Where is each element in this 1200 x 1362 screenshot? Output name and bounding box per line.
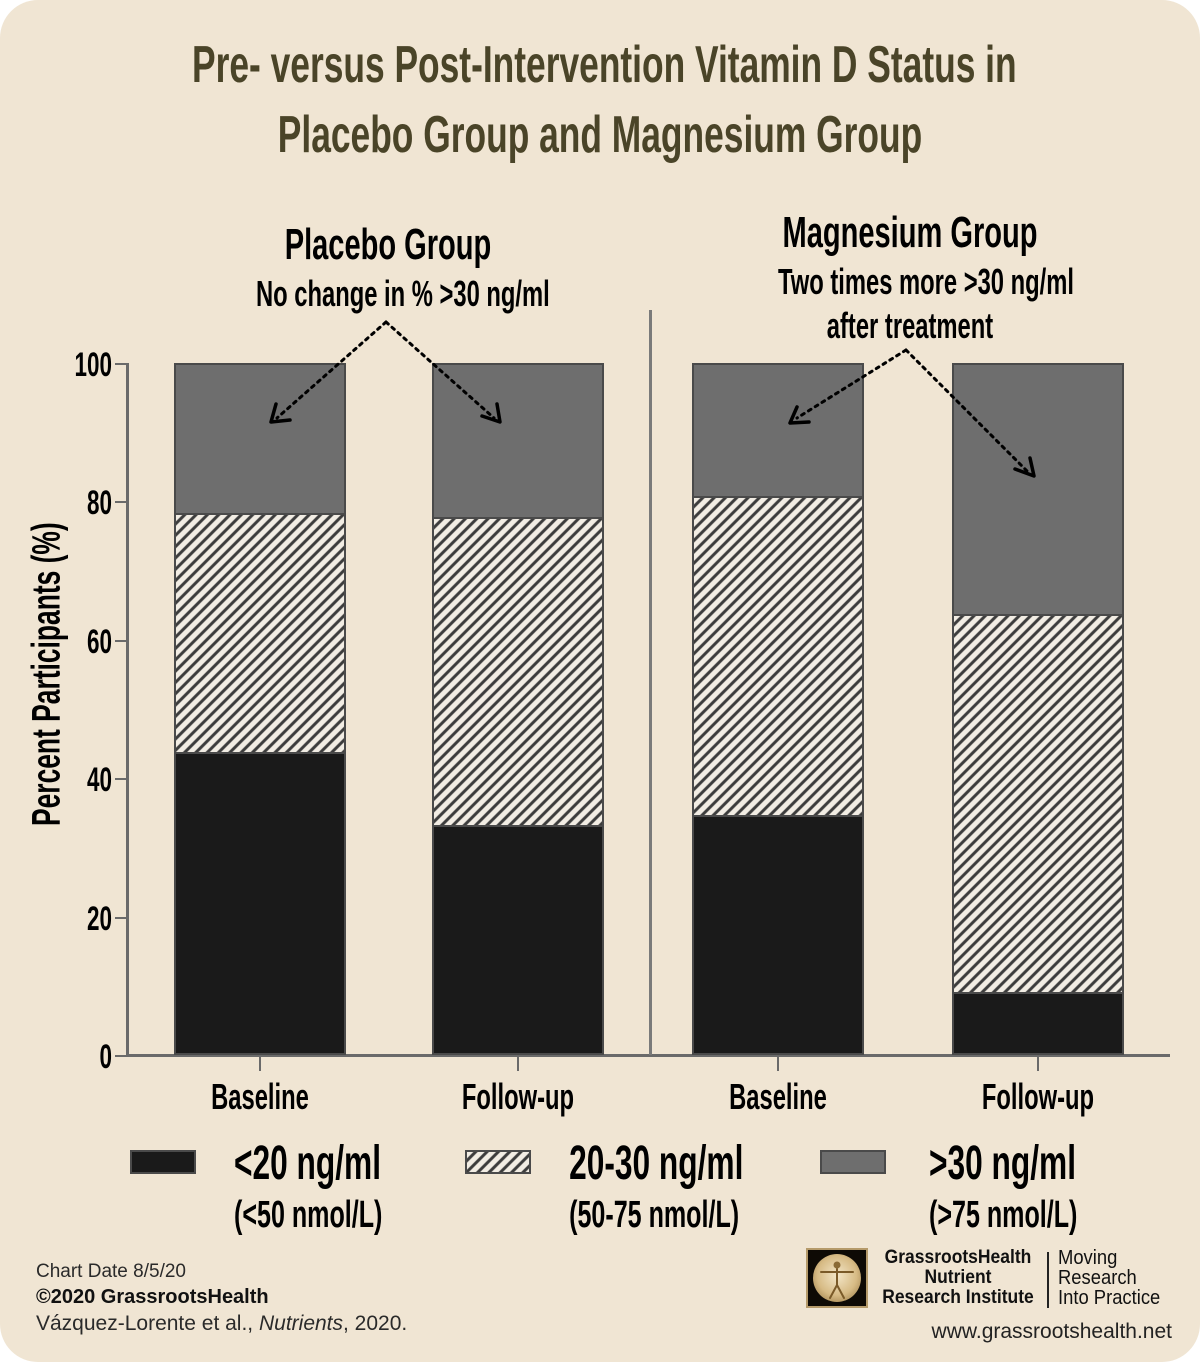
legend-label: <20 ng/ml [234, 1137, 382, 1190]
x-axis-line [126, 1054, 1170, 1057]
y-tick-mark [115, 917, 127, 919]
magnesium-group-header: Magnesium Group Two times more >30 ng/ml… [778, 206, 1074, 348]
legend-item-20-30: 20-30 ng/ml (50-75 nmol/L) [569, 1136, 744, 1238]
segment-above-30 [432, 363, 604, 519]
group-divider [649, 310, 652, 1055]
legend-sublabel: (50-75 nmol/L) [569, 1194, 740, 1236]
x-tick-mark [1037, 1057, 1039, 1071]
website-link[interactable]: www.grassrootshealth.net [931, 1320, 1172, 1343]
bar-magnesium-baseline [692, 363, 864, 1055]
y-tick-0: 0 [99, 1038, 112, 1076]
legend-item-above-30: >30 ng/ml (>75 nmol/L) [929, 1136, 1078, 1238]
y-tick-mark [115, 501, 127, 503]
segment-below-20 [952, 992, 1124, 1055]
chart-title: Pre- versus Post-Intervention Vitamin D … [192, 30, 1017, 170]
tagline: Moving Research Into Practice [1058, 1247, 1161, 1309]
segment-20-30 [432, 517, 604, 827]
footer-credits: Chart Date 8/5/20 ©2020 GrassrootsHealth… [36, 1260, 407, 1338]
placebo-group-header: Placebo Group No change in % >30 ng/ml [256, 218, 550, 316]
y-tick-20: 20 [87, 900, 112, 938]
institute-name: GrassrootsHealth Nutrient Research Insti… [882, 1247, 1034, 1308]
segment-20-30 [174, 513, 346, 754]
segment-20-30 [692, 496, 864, 817]
legend-sublabel: (>75 nmol/L) [929, 1194, 1078, 1236]
x-tick-mark [517, 1057, 519, 1071]
segment-below-20 [174, 752, 346, 1055]
vitruvian-man-logo-icon [806, 1248, 868, 1308]
x-tick-mark [259, 1057, 261, 1071]
x-tick-mark [777, 1057, 779, 1071]
citation: Vázquez-Lorente et al., Nutrients, 2020. [36, 1312, 408, 1335]
segment-above-30 [692, 363, 864, 498]
copyright: ©2020 GrassrootsHealth [36, 1286, 269, 1308]
magnesium-group-title: Magnesium Group [782, 208, 1038, 257]
magnesium-group-subtitle-1: Two times more >30 ng/ml [778, 261, 1074, 302]
placebo-group-title: Placebo Group [284, 220, 492, 269]
legend-swatch-below-20 [130, 1150, 196, 1174]
segment-below-20 [692, 815, 864, 1055]
y-tick-80: 80 [87, 484, 112, 522]
segment-20-30 [952, 614, 1124, 994]
x-label-magnesium-followup: Follow-up [981, 1076, 1095, 1117]
legend-label: >30 ng/ml [929, 1137, 1077, 1190]
legend-swatch-above-30 [820, 1150, 886, 1174]
bar-placebo-followup [432, 363, 604, 1055]
y-axis-line [126, 363, 129, 1056]
title-line-2: Placebo Group and Magnesium Group [277, 106, 923, 164]
y-tick-mark [115, 1055, 127, 1057]
chart-date: Chart Date 8/5/20 [36, 1261, 186, 1282]
x-label-placebo-baseline: Baseline [211, 1076, 309, 1117]
y-axis-label: Percent Participants (%) [24, 522, 69, 826]
y-tick-mark [115, 640, 127, 642]
title-line-1: Pre- versus Post-Intervention Vitamin D … [192, 36, 1017, 94]
logo-separator [1047, 1252, 1049, 1308]
legend-label: 20-30 ng/ml [569, 1137, 744, 1190]
y-tick-40: 40 [87, 761, 112, 799]
y-tick-60: 60 [87, 623, 112, 661]
legend-swatch-20-30 [465, 1150, 531, 1174]
legend-item-below-20: <20 ng/ml (<50 nmol/L) [234, 1136, 383, 1238]
bar-magnesium-followup [952, 363, 1124, 1055]
segment-above-30 [174, 363, 346, 515]
segment-above-30 [952, 363, 1124, 616]
x-label-placebo-followup: Follow-up [461, 1076, 575, 1117]
y-tick-100: 100 [74, 346, 112, 384]
segment-below-20 [432, 825, 604, 1055]
y-tick-mark [115, 778, 127, 780]
y-tick-mark [115, 363, 127, 365]
bar-placebo-baseline [174, 363, 346, 1055]
figure-icon [820, 1261, 854, 1299]
x-label-magnesium-baseline: Baseline [729, 1076, 827, 1117]
magnesium-group-subtitle-2: after treatment [826, 305, 994, 346]
placebo-group-subtitle: No change in % >30 ng/ml [256, 273, 550, 314]
legend-sublabel: (<50 nmol/L) [234, 1194, 383, 1236]
